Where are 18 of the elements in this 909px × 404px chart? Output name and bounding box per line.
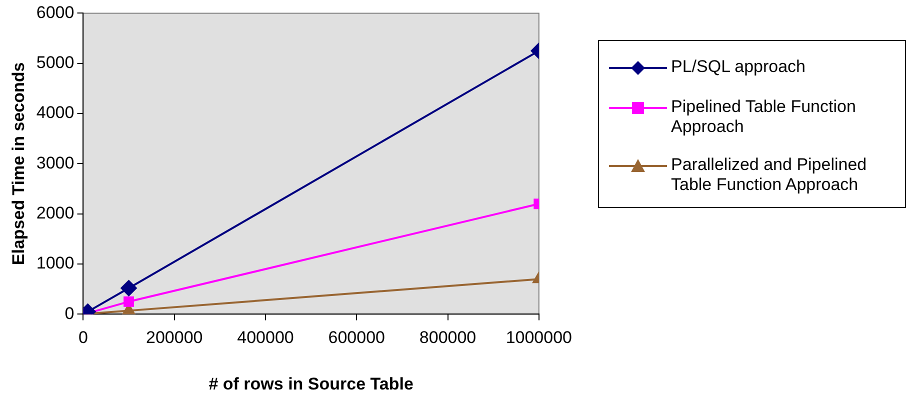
- x-tick-label: 1000000: [506, 328, 572, 348]
- y-tick-label: 0: [64, 304, 74, 323]
- x-tick-label: 200000: [146, 328, 203, 348]
- x-axis-title: # of rows in Source Table: [208, 374, 414, 394]
- legend-label: Pipelined Table Function Approach: [671, 97, 857, 137]
- y-tick-label: 2000: [36, 204, 74, 223]
- y-axis-title: Elapsed Time in seconds: [8, 62, 28, 266]
- legend-label: Parallelized and Pipelined Table Function Approach: [671, 155, 868, 195]
- y-tick-label: 5000: [36, 53, 74, 72]
- x-tick-label: 600000: [328, 328, 385, 348]
- y-tick-label: 1000: [36, 254, 74, 273]
- y-tick-label: 4000: [36, 103, 74, 122]
- x-tick-label: 0: [78, 328, 88, 348]
- legend-label: PL/SQL approach: [671, 57, 806, 77]
- x-tick-label: 400000: [237, 328, 294, 348]
- y-tick-label: 3000: [36, 153, 74, 172]
- y-tick-label: 6000: [36, 2, 74, 22]
- x-tick-label: 800000: [419, 328, 476, 348]
